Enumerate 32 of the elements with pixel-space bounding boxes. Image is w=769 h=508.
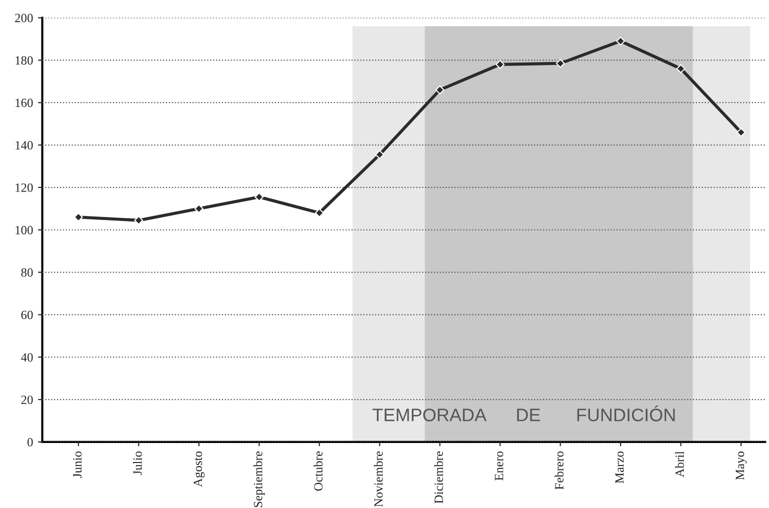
y-tick-label: 140 bbox=[16, 141, 33, 150]
y-tick-label: 180 bbox=[16, 56, 33, 65]
y-tick-label: 200 bbox=[15, 14, 33, 22]
point bbox=[435, 85, 444, 94]
x-tick-label: Mayo bbox=[736, 451, 747, 480]
y-tick-label: 120 bbox=[16, 183, 33, 192]
y-tick-label: 40 bbox=[21, 353, 33, 362]
x-tick-label: Octubre bbox=[314, 451, 323, 491]
x-tick-label: Julio bbox=[133, 451, 142, 476]
point bbox=[616, 36, 626, 46]
point bbox=[736, 128, 746, 137]
point bbox=[676, 64, 686, 74]
y-tick-label: 60 bbox=[21, 310, 33, 320]
point bbox=[375, 150, 384, 160]
point bbox=[496, 60, 505, 69]
x-tick-label: Marzo bbox=[615, 451, 624, 484]
y-tick-label: 20 bbox=[21, 396, 33, 404]
y-tick-label: 0 bbox=[27, 438, 33, 446]
x-tick-label: Enero bbox=[494, 451, 504, 480]
x-tick-label: Abril bbox=[675, 451, 684, 478]
y-tick-label: 80 bbox=[21, 268, 33, 277]
x-tick-label: Febrero bbox=[554, 451, 564, 490]
x-tick-label: Junio bbox=[73, 451, 82, 478]
x-tick-label: Diciembre bbox=[434, 451, 443, 504]
y-tick-label: 160 bbox=[16, 98, 33, 108]
point bbox=[254, 192, 264, 202]
annotation: TEMPORADA DE FUNDICIÓN bbox=[372, 406, 675, 422]
y-tick-label: 100 bbox=[16, 226, 33, 234]
x-tick-label: Noviembre bbox=[374, 451, 383, 507]
point bbox=[556, 58, 565, 68]
x-tick-label: Agosto bbox=[194, 451, 205, 487]
x-tick-label: Septiembre bbox=[253, 451, 265, 508]
